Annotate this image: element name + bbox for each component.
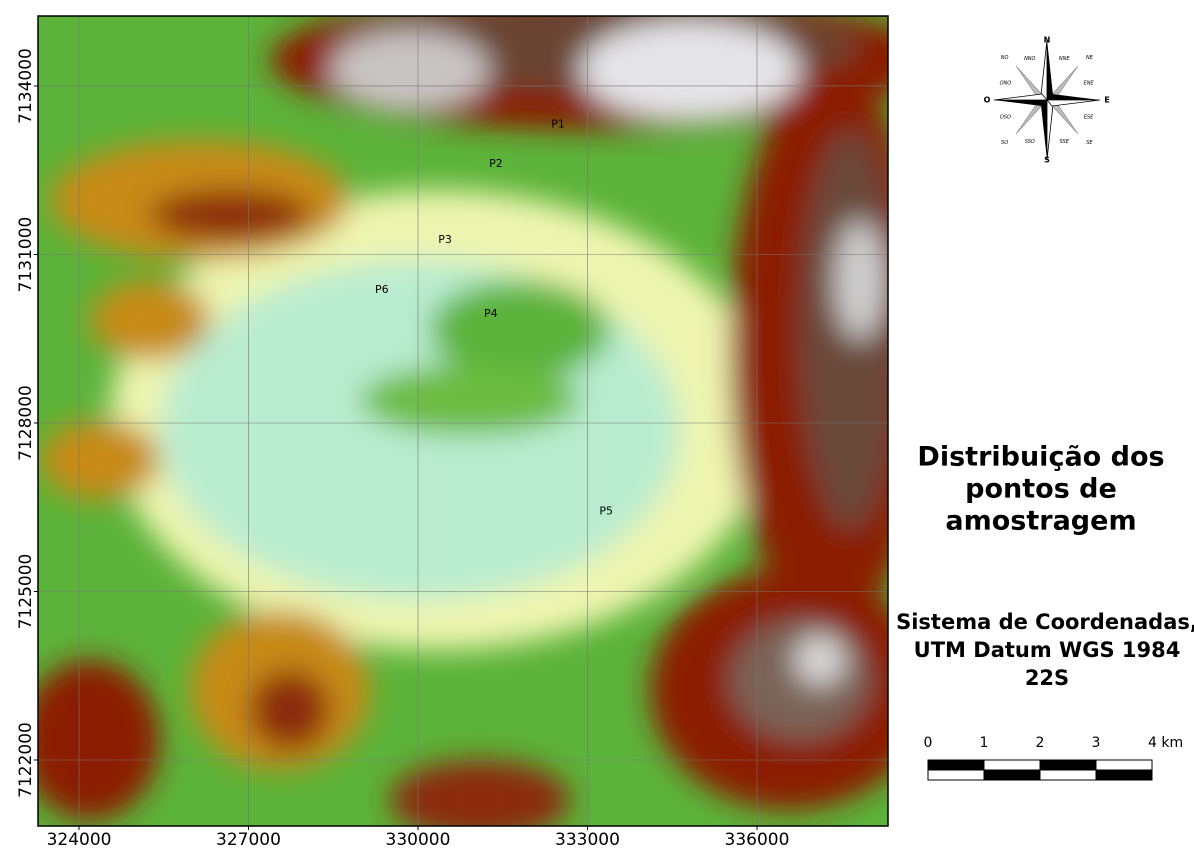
- scale-segment: [1040, 770, 1096, 780]
- point-label: P2: [489, 157, 503, 170]
- y-tick-label: 7128000: [16, 385, 36, 461]
- scale-segment: [1096, 770, 1152, 780]
- compass-label: ESE: [1084, 115, 1094, 121]
- compass-label: O: [984, 96, 991, 105]
- scale-segment: [984, 770, 1040, 780]
- y-tick-label: 7134000: [16, 48, 36, 124]
- crs-text: Sistema de Coordenadas,: [896, 610, 1194, 634]
- scale-segment: [928, 760, 984, 770]
- crs-text: 22S: [1025, 666, 1069, 690]
- compass-label: SE: [1086, 140, 1093, 146]
- compass-label: SSO: [1025, 139, 1035, 145]
- point-label: P6: [375, 283, 389, 296]
- terrain: [20, 0, 930, 840]
- y-tick-label: 7122000: [16, 722, 36, 798]
- scale-segment: [1040, 760, 1096, 770]
- scale-label: 0: [924, 735, 933, 751]
- compass-label: S: [1044, 156, 1050, 165]
- y-tick-label: 7125000: [16, 554, 36, 630]
- map-page: P1 P2 P3 P6 P4 P5 324000 327000 330000 333000 336…: [0, 0, 1194, 850]
- compass-rose: [994, 40, 1100, 160]
- map-title: amostragem: [945, 506, 1136, 537]
- scale-label: 3: [1092, 735, 1101, 751]
- crs-text: UTM Datum WGS 1984: [914, 638, 1181, 662]
- x-tick-label: 327000: [216, 830, 281, 850]
- x-tick-label: 330000: [386, 830, 451, 850]
- map-title: Distribuição dos: [917, 442, 1164, 473]
- compass-label: OSO: [1000, 115, 1011, 121]
- map-title: pontos de: [965, 474, 1117, 505]
- y-tick-label: 7131000: [16, 217, 36, 293]
- scale-bar: 0 1 2 3 4 km: [924, 735, 1184, 780]
- point-label: P1: [551, 118, 565, 131]
- compass-label: SO: [1001, 140, 1008, 146]
- x-tick-label: 336000: [725, 830, 790, 850]
- compass-label: ENE: [1084, 80, 1095, 86]
- x-tick-label: 324000: [47, 830, 112, 850]
- point-label: P5: [599, 505, 613, 518]
- scale-segment: [928, 770, 984, 780]
- point-label: P3: [438, 233, 452, 246]
- compass-label: NNE: [1059, 56, 1070, 62]
- point-label: P4: [484, 307, 498, 320]
- scale-label: 4 km: [1148, 735, 1183, 751]
- scale-segment: [984, 760, 1040, 770]
- compass-label: SSE: [1060, 139, 1070, 145]
- scale-label: 1: [980, 735, 989, 751]
- compass-label: NE: [1086, 55, 1094, 61]
- compass-label: ONO: [1000, 80, 1012, 86]
- compass-label: NO: [1001, 55, 1009, 61]
- compass-label: NNO: [1024, 56, 1035, 62]
- scale-segment: [1096, 760, 1152, 770]
- compass-label: E: [1104, 96, 1109, 105]
- x-tick-label: 333000: [555, 830, 620, 850]
- scale-label: 2: [1036, 735, 1045, 751]
- compass-label: N: [1044, 36, 1051, 45]
